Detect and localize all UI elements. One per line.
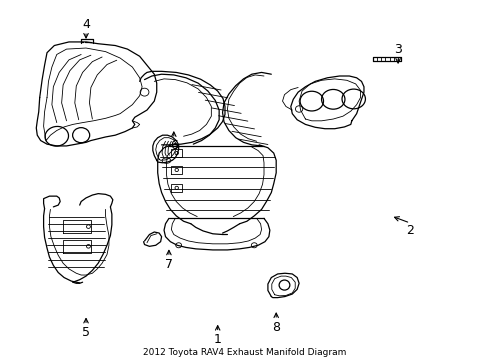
Text: 1: 1 (213, 333, 221, 346)
Text: 4: 4 (82, 18, 90, 31)
Text: 6: 6 (169, 139, 177, 152)
Text: 2: 2 (406, 224, 413, 237)
Text: 2012 Toyota RAV4 Exhaust Manifold Diagram: 2012 Toyota RAV4 Exhaust Manifold Diagra… (142, 348, 346, 357)
Text: 5: 5 (82, 326, 90, 339)
Text: 3: 3 (393, 42, 401, 55)
Text: 8: 8 (272, 320, 280, 333)
Text: 7: 7 (164, 258, 173, 271)
